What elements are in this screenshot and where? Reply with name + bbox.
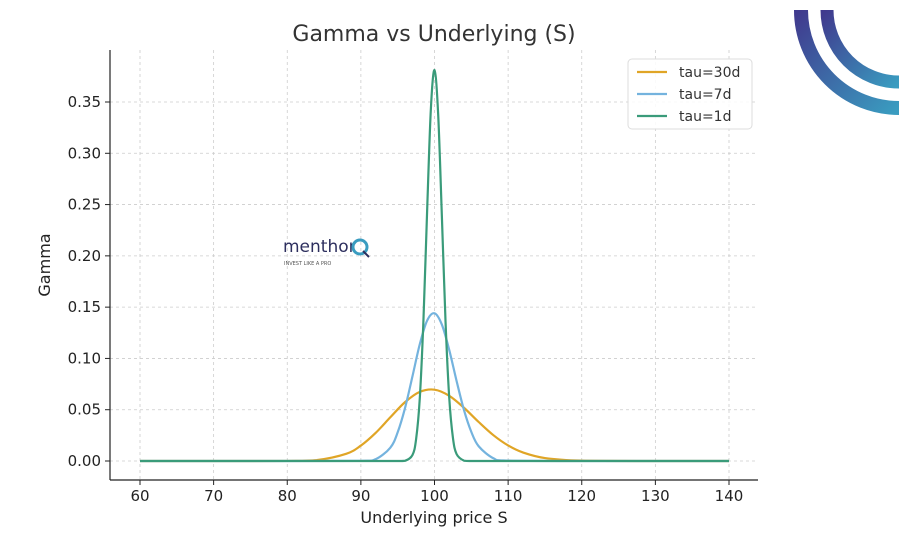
legend-label: tau=30d <box>679 65 740 81</box>
y-tick-label: 0.30 <box>68 144 101 162</box>
x-tick-label: 140 <box>715 487 744 505</box>
axes: 60 70 80 90 100 110 120 130 140 0.00 0.05 0.10 0.15 0… <box>68 50 758 505</box>
y-tick-label: 0.35 <box>68 93 101 111</box>
legend: tau=30d tau=7d tau=1d <box>627 58 753 130</box>
y-tick-label: 0.05 <box>68 401 101 419</box>
series-line-tau-7d <box>140 312 729 463</box>
grid <box>110 50 758 480</box>
x-tick-label: 100 <box>420 487 449 505</box>
chart-title: Gamma vs Underlying (S) <box>292 22 575 47</box>
legend-label: tau=7d <box>679 87 731 103</box>
watermark: menthor INVEST LIKE A PRO <box>283 237 370 267</box>
y-tick-label: 0.15 <box>68 298 101 316</box>
x-tick-label: 130 <box>641 487 670 505</box>
y-tick-label: 0.10 <box>68 349 101 367</box>
watermark-q-tail <box>362 250 370 258</box>
x-tick-label: 70 <box>204 487 223 505</box>
y-tick-label: 0.00 <box>68 452 101 470</box>
series-lines <box>140 68 729 463</box>
legend-label: tau=1d <box>679 109 731 125</box>
y-axis-label: Gamma <box>35 233 54 296</box>
watermark-tagline: INVEST LIKE A PRO <box>284 261 331 267</box>
watermark-q-icon <box>351 238 369 256</box>
brand-logo-arcs <box>794 9 900 115</box>
watermark-brand: menthor <box>283 237 356 257</box>
x-axis-label: Underlying price S <box>360 508 507 527</box>
x-tick-label: 90 <box>351 487 370 505</box>
series-line-tau-1d <box>140 68 729 463</box>
x-tick-label: 60 <box>130 487 149 505</box>
y-tick-label: 0.25 <box>68 196 101 214</box>
x-tick-label: 120 <box>567 487 596 505</box>
legend-box <box>627 58 753 130</box>
x-tick-label: 80 <box>278 487 297 505</box>
y-tick-label: 0.20 <box>68 247 101 265</box>
x-tick-label: 110 <box>494 487 523 505</box>
series-line-tau-30d <box>140 388 729 463</box>
